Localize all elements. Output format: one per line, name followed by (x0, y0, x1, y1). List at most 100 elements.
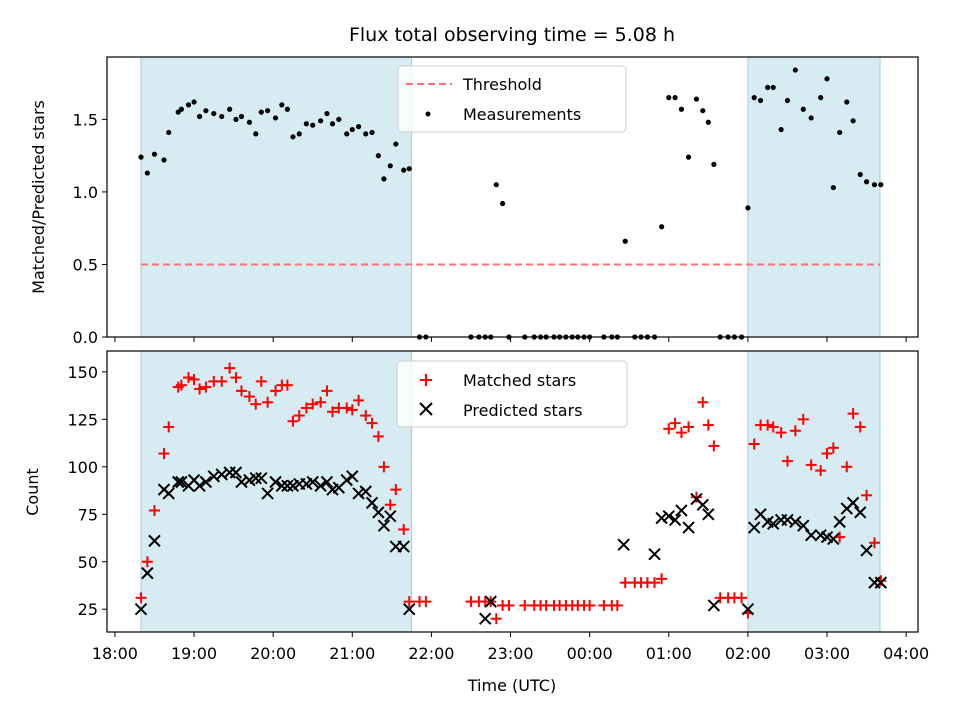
matched-star-point (827, 442, 839, 454)
predicted-star-marker-b (359, 485, 372, 498)
matched-star-point (619, 577, 631, 589)
matched-star-point (669, 417, 681, 429)
predicted-star-point (249, 472, 262, 485)
predicted-star-point (346, 470, 359, 483)
measurement-point (751, 95, 757, 101)
predicted-star-marker-b (281, 479, 294, 493)
y-tick-label: 150 (67, 363, 98, 382)
matched-star-point (398, 523, 410, 535)
predicted-star-marker-b (804, 528, 818, 542)
measurement-point (324, 110, 330, 117)
predicted-star-marker-b (675, 504, 688, 517)
predicted-star-marker-b (617, 538, 630, 551)
predicted-star-marker-b (833, 515, 846, 529)
measurement-point (666, 95, 672, 101)
matched-star-point (300, 402, 312, 414)
measurement-point (672, 95, 678, 101)
predicted-star-point (372, 506, 385, 519)
measurement-point (857, 171, 863, 178)
predicted-star-marker-b (134, 603, 148, 616)
predicted-star-point (397, 540, 410, 553)
predicted-star-point (833, 515, 846, 529)
predicted-star-point (854, 506, 867, 519)
matched-star-point (690, 491, 702, 503)
measurement-point (265, 108, 271, 114)
measurement-point (711, 161, 717, 167)
matched-star-point (372, 430, 384, 442)
measurement-point (375, 153, 381, 159)
matched-star-point (384, 499, 396, 511)
matched-star-point (230, 372, 242, 384)
predicted-star-marker-b (741, 603, 755, 616)
matched-star-point (307, 398, 319, 410)
matched-star-point (821, 448, 833, 460)
matched-star-point (175, 379, 187, 391)
matched-star-point (360, 410, 372, 422)
matched-star-point (767, 421, 779, 433)
measurement-point (336, 116, 342, 122)
measurement-point (850, 118, 856, 124)
predicted-star-point (797, 519, 810, 532)
predicted-star-marker-b (261, 487, 274, 500)
predicted-star-marker-b (827, 532, 840, 546)
x-tick-label: 21:00 (329, 644, 375, 663)
matched-star-point (315, 396, 327, 408)
ratio-legend: Threshold Measurements (397, 65, 627, 133)
measurement-point (185, 102, 192, 108)
ratio-y-axis-label: Matched/Predicted stars (29, 100, 48, 294)
x-tick-label: 18:00 (92, 644, 138, 663)
predicted-star-marker-b (696, 498, 709, 511)
predicted-star-marker-b (199, 475, 213, 489)
measurement-point (800, 106, 806, 112)
measurement-point (238, 113, 245, 120)
measurement-point (166, 129, 172, 136)
predicted-star-point (134, 603, 148, 616)
predicted-star-marker-b (761, 515, 774, 529)
predicted-star-marker-b (478, 612, 492, 625)
measurement-point (279, 102, 285, 108)
predicted-star-point (766, 517, 780, 530)
predicted-star-point (748, 521, 761, 534)
measurement-point (808, 115, 814, 121)
measurement-point (211, 110, 217, 117)
matched-star-point (250, 398, 262, 410)
matched-star-point (194, 383, 206, 395)
measurement-point (178, 106, 184, 112)
predicted-star-point (484, 595, 497, 608)
matched-star-point (584, 599, 596, 611)
matched-star-point (675, 427, 687, 439)
predicted-star-point (172, 475, 185, 489)
measurement-point (863, 179, 870, 185)
measurement-point (318, 118, 324, 124)
predicted-star-marker-b (148, 534, 161, 548)
matched-star-point (281, 379, 293, 391)
matched-star-point (287, 415, 299, 427)
measurement-point (685, 154, 692, 160)
matched-star-point (188, 373, 200, 385)
y-tick-label: 0.5 (73, 255, 98, 274)
measurement-point (219, 113, 225, 120)
predicted-star-marker-b (397, 540, 410, 553)
measurement-point (830, 184, 836, 191)
measurement-point (203, 108, 209, 114)
predicted-star-marker-b (365, 496, 379, 510)
matched-star-point (224, 362, 236, 374)
measurement-point (622, 238, 628, 244)
matched-star-point (815, 465, 827, 477)
predicted-star-marker-b (874, 576, 888, 589)
predicted-star-point (846, 496, 860, 510)
measurement-point (493, 182, 499, 188)
y-tick-label: 1.5 (73, 110, 98, 129)
matched-star-point (200, 381, 212, 393)
matched-legend-swatch (420, 374, 432, 386)
ratio-panel-frame (106, 56, 919, 338)
matched-star-point (158, 448, 170, 460)
matched-star-point (236, 385, 248, 397)
measurement-point (363, 131, 369, 137)
predicted-star-point (175, 475, 188, 489)
chart-title: Flux total observing time = 5.08 h (349, 24, 675, 46)
x-tick-label: 03:00 (804, 644, 850, 663)
x-tick-label: 23:00 (487, 644, 533, 663)
matched-star-point (255, 375, 267, 387)
